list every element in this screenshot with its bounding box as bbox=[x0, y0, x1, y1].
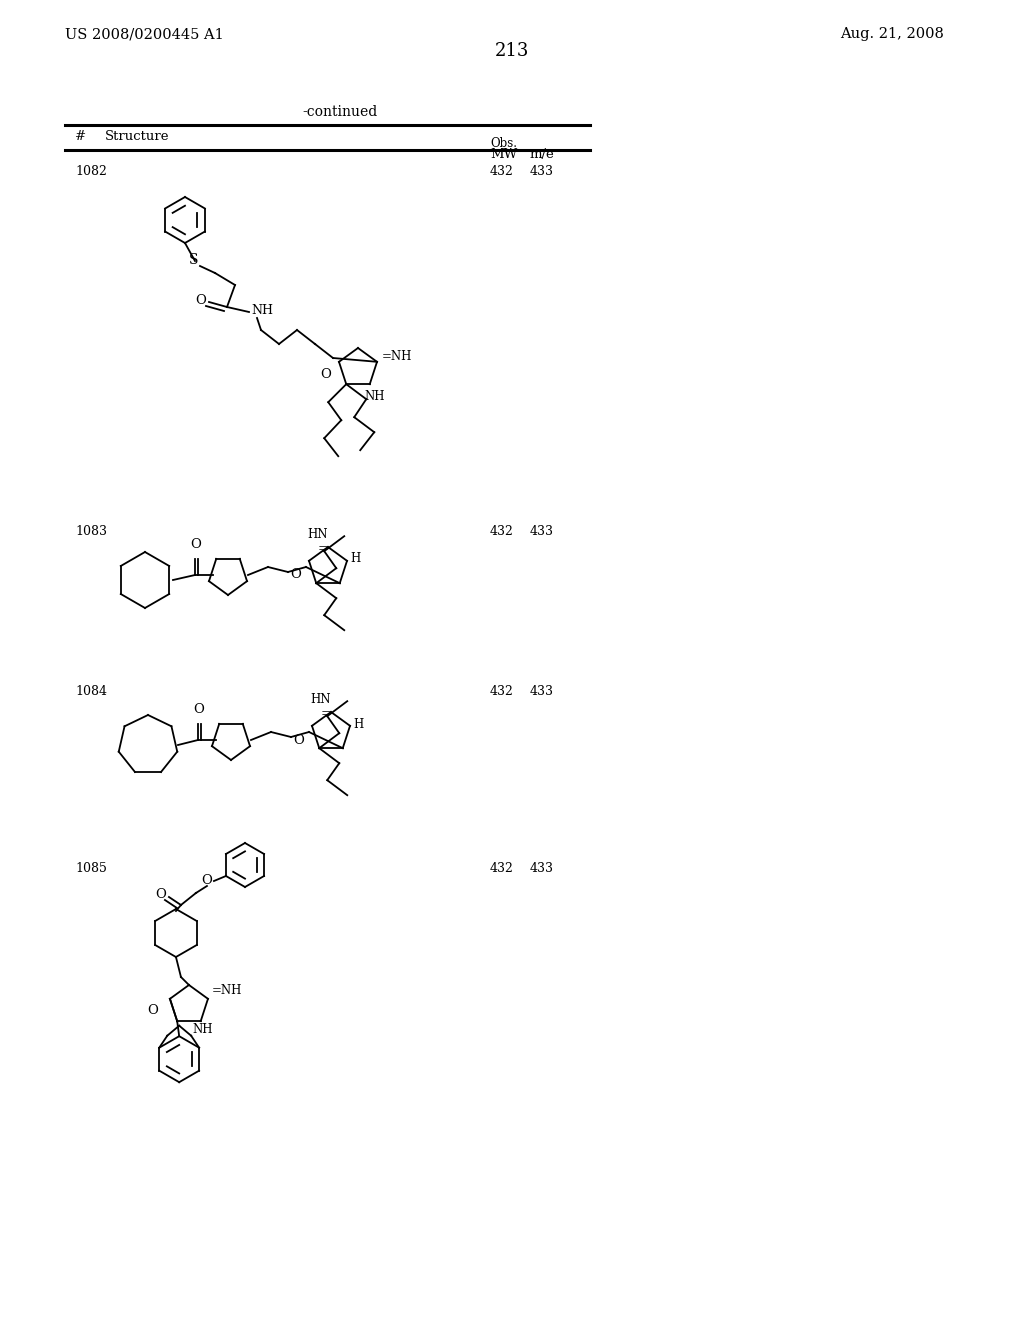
Text: O: O bbox=[190, 539, 202, 550]
Text: Structure: Structure bbox=[105, 129, 170, 143]
Text: m/e: m/e bbox=[530, 148, 555, 161]
Text: H: H bbox=[353, 718, 364, 730]
Text: 433: 433 bbox=[530, 685, 554, 698]
Text: 432: 432 bbox=[490, 525, 514, 539]
Text: H: H bbox=[350, 553, 360, 565]
Text: 1084: 1084 bbox=[75, 685, 106, 698]
Text: #: # bbox=[75, 129, 86, 143]
Text: =NH: =NH bbox=[212, 985, 243, 998]
Text: 432: 432 bbox=[490, 862, 514, 875]
Text: S: S bbox=[189, 253, 199, 267]
Text: =NH: =NH bbox=[382, 350, 413, 363]
Text: -continued: -continued bbox=[302, 106, 378, 119]
Text: O: O bbox=[202, 874, 212, 887]
Text: Obs.: Obs. bbox=[490, 137, 517, 150]
Text: =: = bbox=[321, 708, 332, 721]
Text: 432: 432 bbox=[490, 685, 514, 698]
Text: US 2008/0200445 A1: US 2008/0200445 A1 bbox=[65, 26, 224, 41]
Text: MW: MW bbox=[490, 148, 517, 161]
Text: O: O bbox=[294, 734, 304, 747]
Text: 433: 433 bbox=[530, 862, 554, 875]
Text: HN: HN bbox=[310, 693, 331, 706]
Text: 432: 432 bbox=[490, 165, 514, 178]
Text: O: O bbox=[147, 1003, 159, 1016]
Text: 213: 213 bbox=[495, 42, 529, 59]
Text: Aug. 21, 2008: Aug. 21, 2008 bbox=[840, 26, 944, 41]
Text: O: O bbox=[156, 888, 166, 902]
Text: O: O bbox=[319, 367, 331, 380]
Text: HN: HN bbox=[308, 528, 329, 541]
Text: NH: NH bbox=[251, 304, 273, 317]
Text: =: = bbox=[317, 543, 329, 556]
Text: NH: NH bbox=[364, 389, 384, 403]
Text: 1083: 1083 bbox=[75, 525, 106, 539]
Text: NH: NH bbox=[191, 1023, 212, 1036]
Text: 1082: 1082 bbox=[75, 165, 106, 178]
Text: 1085: 1085 bbox=[75, 862, 106, 875]
Text: O: O bbox=[196, 294, 207, 308]
Text: O: O bbox=[291, 569, 301, 582]
Text: 433: 433 bbox=[530, 525, 554, 539]
Text: 433: 433 bbox=[530, 165, 554, 178]
Text: O: O bbox=[194, 704, 205, 715]
